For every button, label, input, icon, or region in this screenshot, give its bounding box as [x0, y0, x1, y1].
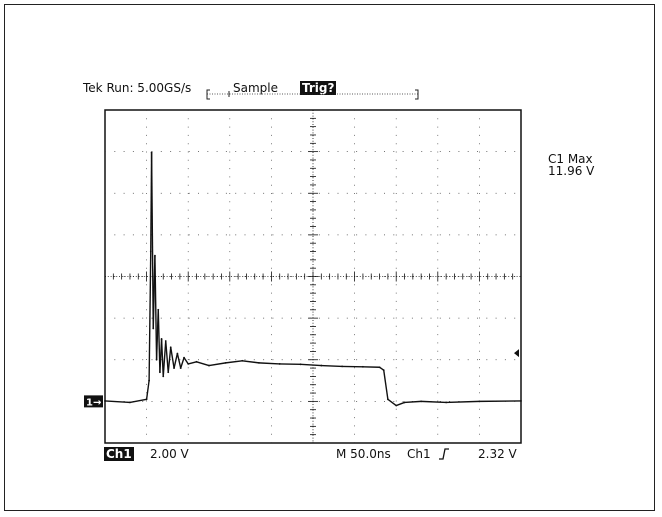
trace-segment	[173, 353, 179, 369]
record-bracket-left	[206, 89, 210, 100]
trace-segment	[170, 347, 175, 369]
trace-segment	[148, 251, 152, 381]
trace-segment	[300, 363, 322, 367]
trace-segment	[196, 361, 210, 367]
acquisition-mode: Sample	[233, 81, 278, 95]
trace-segment	[180, 357, 185, 369]
measurement-name: C1 Max	[548, 152, 593, 166]
trace-segment	[225, 360, 243, 364]
trace-segment	[160, 338, 164, 377]
trace-segment	[188, 361, 197, 365]
acquisition-status: Tek Run: 5.00GS/s	[83, 81, 192, 95]
scope-markers: 1→	[84, 89, 519, 408]
channel-ground-marker	[84, 395, 103, 408]
trace-segment	[395, 401, 405, 407]
trace-segment	[242, 360, 260, 364]
left-arrow-icon	[514, 349, 519, 358]
trace-segment	[421, 400, 447, 404]
trace-segment	[157, 309, 161, 373]
trace-segment	[167, 347, 172, 373]
trigger-status-badge: Trig?	[300, 81, 337, 95]
trace-segment	[176, 353, 182, 369]
trace-segment	[162, 340, 167, 377]
trigger-level-readout: 2.32 V	[478, 447, 517, 461]
record-bracket-right	[415, 89, 419, 100]
rising-edge-icon	[439, 448, 449, 460]
trace-segment	[145, 380, 150, 400]
trace-segment	[321, 364, 343, 368]
trace-segment	[150, 152, 154, 329]
channel-badge: Ch1	[104, 447, 134, 461]
measurement-value: 11.96 V	[548, 164, 595, 178]
volts-per-div: 2.00 V	[150, 447, 189, 461]
trace-segment	[208, 362, 226, 367]
trace-segment	[383, 370, 389, 400]
trace-segment	[165, 340, 169, 373]
trace-segment	[404, 400, 422, 404]
waveform-trace	[104, 151, 522, 407]
figure-frame	[4, 4, 655, 511]
graticule	[104, 109, 522, 444]
trigger-source: Ch1	[407, 447, 431, 461]
trace-point	[520, 400, 522, 402]
trace-segment	[104, 400, 131, 404]
timebase-readout: M 50.0ns	[336, 447, 391, 461]
trace-segment	[154, 255, 158, 360]
trace-segment	[183, 357, 189, 365]
channel-ground-label: 1→	[86, 397, 101, 408]
trace-segment	[258, 362, 280, 365]
trace-segment	[446, 400, 480, 404]
trace-segment	[129, 398, 147, 404]
trace-segment	[387, 398, 397, 407]
